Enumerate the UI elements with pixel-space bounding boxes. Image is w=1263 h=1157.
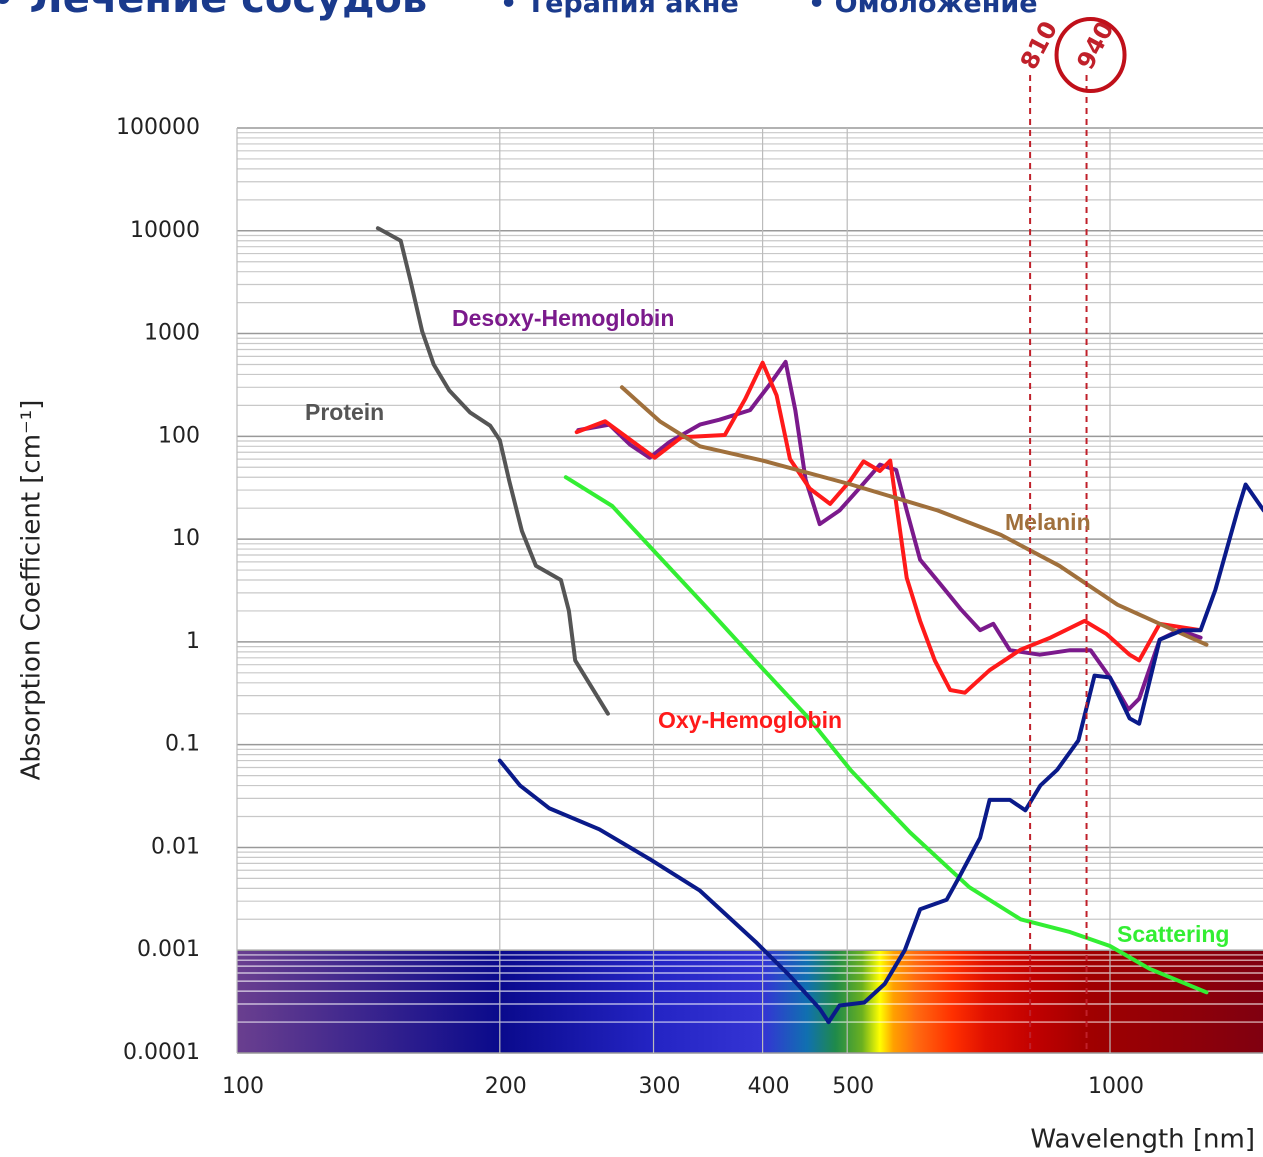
x-tick-label: 500 [832, 1074, 874, 1099]
series-line [574, 360, 1203, 695]
series-label: Scattering [1117, 921, 1229, 947]
plot [375, 226, 1263, 1025]
y-tick-label: 10 [172, 526, 200, 551]
series-label: Desoxy-Hemoglobin [452, 305, 674, 331]
grid [236, 127, 1263, 1054]
header-item: • Омоложение [808, 0, 1038, 19]
x-axis-label: Wavelength [nm] [1030, 1125, 1255, 1155]
highlight-circle [1054, 17, 1127, 93]
y-axis-label: Absorption Coefficient [cm⁻¹] [17, 400, 47, 781]
y-tick-label: 10000 [130, 218, 200, 243]
y-tick-label: 0.001 [137, 937, 200, 962]
spectrum-band [237, 950, 1263, 1053]
y-tick-label: 100 [158, 423, 200, 448]
x-tick-label: 1000 [1088, 1074, 1144, 1099]
y-tick-label: 0.0001 [123, 1040, 200, 1065]
header-item: • Лечение сосудов [0, 0, 427, 22]
series-line [375, 226, 610, 716]
x-tick-label: 300 [639, 1074, 681, 1099]
x-tick-label: 400 [748, 1074, 790, 1099]
series-label: Melanin [1005, 509, 1091, 535]
series-line [619, 385, 1209, 647]
header-item: • Терапия акне [500, 0, 739, 19]
series-label: Protein [305, 399, 384, 425]
y-tick-label: 0.01 [151, 834, 200, 859]
header: • Лечение сосудов • Терапия акне • Омоложе… [0, 0, 1038, 22]
x-tick-label: 200 [485, 1074, 527, 1099]
series-line [497, 482, 1263, 1025]
series-label: Oxy-Hemoglobin [658, 707, 842, 733]
series-line [563, 475, 1209, 995]
series-line [576, 359, 1203, 712]
y-tick-label: 0.1 [165, 732, 200, 757]
x-tick-label: 100 [222, 1074, 264, 1099]
y-tick-label: 1000 [144, 321, 200, 346]
y-tick-label: 100000 [116, 115, 200, 140]
y-tick-label: 1 [186, 629, 200, 654]
